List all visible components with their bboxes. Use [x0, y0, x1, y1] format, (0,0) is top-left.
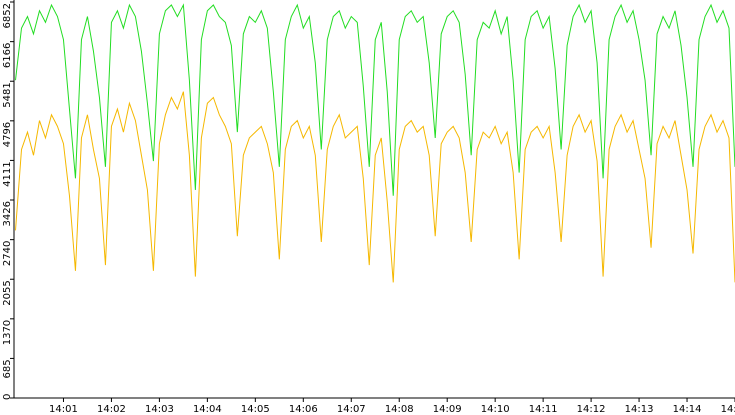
x-tick-label: 14:14: [673, 404, 702, 415]
y-tick-label: 4796: [2, 122, 13, 147]
y-tick-label: 685: [2, 359, 13, 378]
x-tick-label: 14:12: [577, 404, 606, 415]
y-tick-label: 5481: [2, 82, 13, 107]
x-tick-label: 14:08: [385, 404, 414, 415]
x-tick-label: 14:05: [241, 404, 270, 415]
y-tick-label: 4111: [2, 161, 13, 186]
y-tick-label: 2055: [2, 280, 13, 305]
x-tick-label: 14:15: [721, 404, 735, 415]
x-tick-label: 14:07: [337, 404, 366, 415]
x-tick-label: 14:01: [49, 404, 78, 415]
y-tick-label: 6852: [2, 3, 13, 28]
x-tick-label: 14:13: [625, 404, 654, 415]
y-tick-label: 6166: [2, 43, 13, 68]
series-line: [15, 3, 735, 196]
x-tick-label: 14:11: [529, 404, 558, 415]
series-line: [15, 91, 735, 283]
x-tick-label: 14:04: [193, 404, 222, 415]
x-tick-label: 14:02: [97, 404, 126, 415]
y-tick-label: 0: [2, 394, 13, 400]
y-tick-label: 3426: [2, 201, 13, 226]
y-tick-label: 1370: [2, 320, 13, 345]
x-tick-label: 14:03: [145, 404, 174, 415]
x-tick-label: 14:06: [289, 404, 318, 415]
x-tick-label: 14:10: [481, 404, 510, 415]
y-tick-label: 2740: [2, 241, 13, 266]
x-tick-label: 14:09: [433, 404, 462, 415]
